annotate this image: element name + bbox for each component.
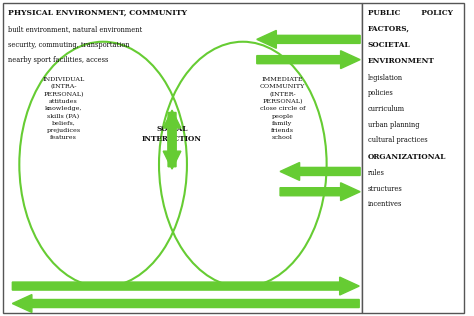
FancyBboxPatch shape [362, 3, 464, 313]
Text: SOCIETAL: SOCIETAL [368, 41, 410, 49]
FancyArrow shape [280, 162, 360, 180]
Text: structures: structures [368, 185, 402, 193]
Text: nearby sport facilities, access: nearby sport facilities, access [8, 56, 108, 64]
Text: policies: policies [368, 89, 393, 97]
FancyBboxPatch shape [3, 3, 362, 313]
Text: FACTORS,: FACTORS, [368, 25, 410, 33]
Text: PUBLIC        POLICY: PUBLIC POLICY [368, 9, 453, 17]
FancyArrow shape [280, 183, 360, 201]
FancyArrow shape [163, 110, 181, 167]
Text: ORGANIZATIONAL: ORGANIZATIONAL [368, 153, 446, 161]
Text: PHYSICAL ENVIRONMENT, COMMUNITY: PHYSICAL ENVIRONMENT, COMMUNITY [8, 9, 187, 17]
Text: SOCIAL
INTERACTION: SOCIAL INTERACTION [142, 125, 202, 143]
Text: curriculum: curriculum [368, 105, 405, 113]
Text: cultural practices: cultural practices [368, 136, 427, 144]
FancyArrow shape [12, 277, 359, 295]
FancyArrow shape [257, 30, 360, 48]
FancyArrow shape [12, 295, 359, 313]
Text: rules: rules [368, 169, 384, 177]
Text: ENVIRONMENT: ENVIRONMENT [368, 57, 435, 65]
Text: urban planning: urban planning [368, 120, 419, 129]
FancyArrow shape [163, 112, 181, 169]
FancyArrow shape [257, 51, 360, 69]
Text: legislation: legislation [368, 74, 403, 82]
Text: built environment, natural environment: built environment, natural environment [8, 25, 142, 33]
Text: IMMEDIATE
COMMUNITY
(INTER-
PERSONAL)
close circle of
people
family
friends
scho: IMMEDIATE COMMUNITY (INTER- PERSONAL) cl… [260, 77, 305, 140]
Text: incentives: incentives [368, 200, 402, 208]
Text: security, commuting, transportation: security, commuting, transportation [8, 41, 129, 49]
Text: INDIVIDUAL
(INTRA-
PERSONAL)
attitudes
knowledge,
skills (PA)
beliefs,
prejudice: INDIVIDUAL (INTRA- PERSONAL) attitudes k… [43, 77, 85, 140]
